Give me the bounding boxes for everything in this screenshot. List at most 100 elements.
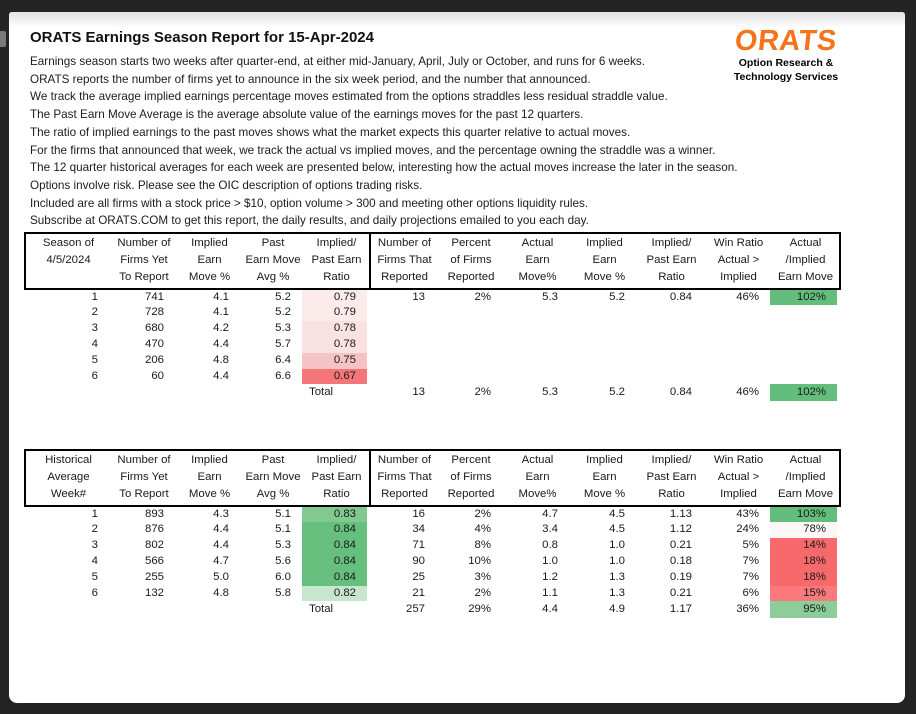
table-cell: 46%	[736, 386, 759, 399]
intro-line: ORATS reports the number of firms yet to…	[30, 72, 591, 86]
table-cell: 4.4	[542, 603, 558, 616]
total-row: Total 13 2% 5.3 5.2 0.84 46% 102%	[24, 384, 841, 401]
header-line: Earn Move	[777, 488, 834, 501]
table-cell: 6.4	[275, 353, 291, 366]
table-cell: 0.79	[302, 289, 367, 306]
header-line: Implied/	[316, 237, 357, 249]
header-line: Average	[47, 471, 90, 484]
header-line: Implied/	[651, 237, 692, 249]
table-cell	[367, 337, 436, 353]
table-cell: 4	[91, 338, 98, 350]
intro-line: We track the average implied earnings pe…	[30, 90, 668, 104]
table-cell: 34	[412, 523, 425, 536]
table-cell	[703, 337, 770, 353]
intro-line: Included are all firms with a stock pric…	[30, 196, 589, 210]
table-cell: 5	[91, 570, 98, 583]
table-cell: 6.0	[275, 570, 291, 583]
header-line: Actual	[521, 237, 554, 249]
intro-paragraph: Earnings season starts two weeks after q…	[30, 53, 738, 230]
intro-line: Subscribe at ORATS.COM to get this repor…	[30, 214, 589, 228]
header-cell: Actual/Implied Earn Move	[772, 451, 839, 505]
header-line: Past	[261, 237, 285, 249]
table-cell: 4.9	[609, 603, 625, 616]
table-cell: 0.21	[669, 586, 692, 599]
table-cell: 5.0	[213, 570, 229, 583]
header-cell: Number of Firms That Reported	[369, 234, 438, 288]
header-line: Past Earn	[311, 254, 362, 267]
table-cell: 14%	[770, 538, 837, 554]
header-cell: Number of Firms That Reported	[369, 451, 438, 505]
header-cell: Implied/Past Earn Ratio	[304, 234, 369, 288]
header-line: Win Ratio	[713, 237, 764, 249]
header-line: Move %	[188, 271, 231, 284]
table-cell	[770, 353, 837, 369]
table-cell: 4	[91, 555, 98, 567]
historical-table-header: Historical Average Week# Number of Firms Yet…	[24, 449, 841, 507]
table-row: 4 566 4.7 5.6 0.84 90 10% 1.0 1.0 0.18 7% 18%	[24, 554, 841, 570]
total-label: Total	[309, 386, 334, 399]
table-cell	[703, 321, 770, 337]
season-table-header: Season of 4/5/2024 Number of Firms Yet To Re…	[24, 232, 841, 290]
intro-line: The 12 quarter historical averages for e…	[30, 161, 738, 175]
table-cell: 13	[412, 290, 425, 303]
header-line: Season of	[42, 237, 95, 249]
table-cell: 1	[91, 290, 98, 303]
header-line: of Firms	[450, 254, 492, 267]
table-cell: 4.4	[213, 539, 229, 552]
header-line: Earn	[197, 254, 222, 267]
table-cell	[436, 353, 502, 369]
table-cell	[109, 601, 175, 618]
header-line: Ratio	[323, 271, 350, 284]
header-line: Reported	[447, 488, 495, 501]
header-line: of Firms	[450, 471, 492, 484]
intro-line: For the firms that announced that week, …	[30, 143, 716, 157]
table-cell: 7%	[742, 570, 759, 583]
table-cell	[367, 321, 436, 337]
header-cell: Past Earn Move Avg %	[242, 451, 304, 505]
table-cell	[569, 353, 636, 369]
table-cell	[175, 601, 240, 618]
table-cell: 29%	[468, 603, 491, 616]
table-cell: 1.12	[669, 523, 692, 536]
table-cell	[636, 337, 703, 353]
header-line: Week#	[50, 488, 87, 501]
table-cell: 6	[91, 586, 98, 599]
header-line: Actual >	[717, 254, 760, 267]
table-cell	[436, 337, 502, 353]
header-line: Number of	[117, 237, 171, 249]
table-cell	[569, 369, 636, 385]
table-cell: 876	[144, 523, 164, 536]
header-line: Ratio	[658, 488, 685, 501]
total-row: Total 257 29% 4.4 4.9 1.17 36% 95%	[24, 601, 841, 618]
table-row: 5 255 5.0 6.0 0.84 25 3% 1.2 1.3 0.19 7% 18%	[24, 569, 841, 586]
table-cell	[569, 321, 636, 337]
table-cell: 10%	[468, 555, 491, 567]
table-cell: 2	[91, 523, 98, 536]
table-cell	[502, 305, 569, 321]
table-cell	[636, 305, 703, 321]
table-row: 6 132 4.8 5.8 0.82 21 2% 1.1 1.3 0.21 6% 15%	[24, 585, 841, 602]
table-cell: 5.1	[275, 523, 291, 536]
table-cell: 0.78	[302, 321, 367, 337]
header-line: Implied/	[316, 454, 357, 466]
table-cell: 5%	[742, 539, 759, 552]
header-line: Percent	[451, 454, 491, 466]
table-cell	[109, 384, 175, 401]
table-cell: 4.7	[213, 555, 229, 567]
header-line: Past Earn	[646, 471, 697, 484]
header-line: Earn Move	[777, 271, 834, 284]
header-line: Avg %	[256, 488, 290, 501]
header-line: Win Ratio	[713, 454, 764, 466]
table-cell: 1.0	[542, 555, 558, 567]
table-cell: 4.7	[542, 507, 558, 520]
header-line: Number of	[377, 454, 432, 466]
table-cell	[569, 305, 636, 321]
table-cell: 206	[144, 353, 164, 366]
header-line: /Implied	[785, 471, 826, 484]
header-line: Move%	[518, 488, 557, 501]
table-cell: 893	[144, 507, 164, 520]
table-cell	[636, 353, 703, 369]
table-row: 2 876 4.4 5.1 0.84 34 4% 3.4 4.5 1.12 24% 78%	[24, 522, 841, 539]
header-cell: Season of 4/5/2024	[26, 234, 111, 288]
header-cell: Historical Average Week#	[26, 451, 111, 505]
